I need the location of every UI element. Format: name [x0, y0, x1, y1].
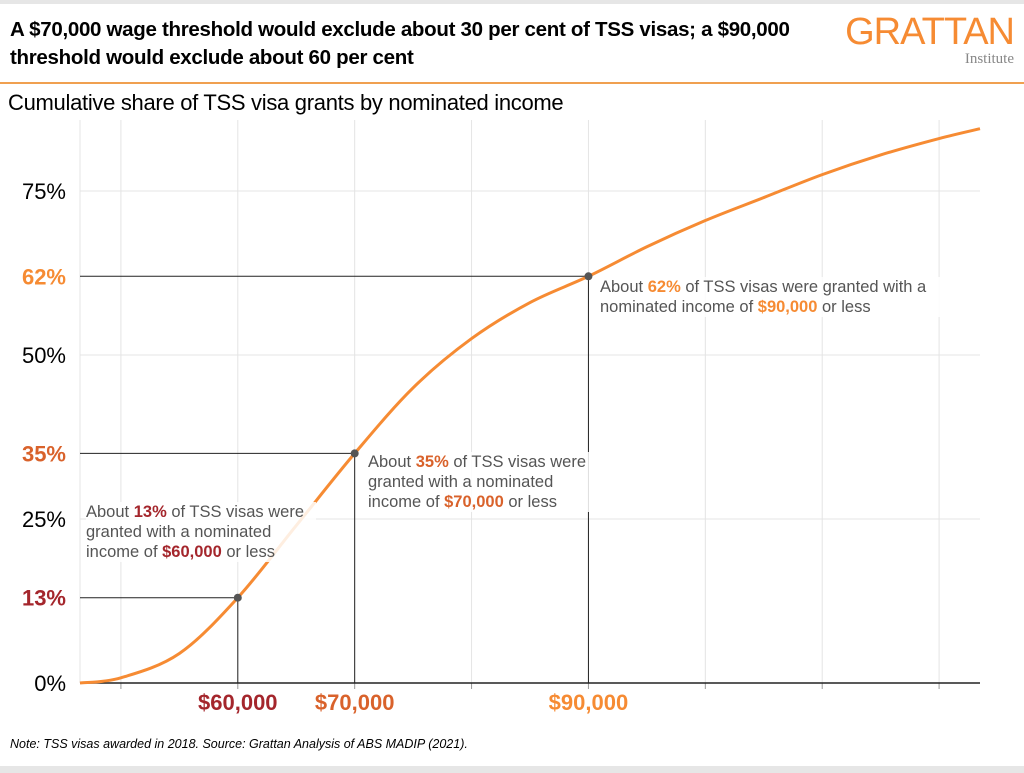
- chart-subtitle: Cumulative share of TSS visa grants by n…: [8, 90, 564, 115]
- y-tick-label: 0%: [34, 671, 66, 696]
- y-tick-label: 50%: [22, 343, 66, 368]
- highlight-point: [584, 272, 593, 281]
- grattan-logo: GRATTAN Institute: [845, 11, 1015, 67]
- y-tick-label: 13%: [22, 586, 66, 611]
- x-tick-label: $70,000: [315, 690, 395, 715]
- chart-headline: A $70,000 wage threshold would exclude a…: [10, 18, 790, 69]
- logo-subtext: Institute: [964, 51, 1014, 67]
- logo-wordmark: GRATTAN: [845, 11, 1015, 53]
- annotation-60k: About 13% of TSS visas were granted with…: [86, 502, 316, 562]
- x-tick-label: $60,000: [198, 690, 278, 715]
- highlight-point: [233, 593, 242, 602]
- y-tick-label: 25%: [22, 507, 66, 532]
- source-note: Note: TSS visas awarded in 2018. Source:…: [10, 737, 468, 751]
- y-tick-label: 75%: [22, 179, 66, 204]
- header-rule: [0, 82, 1024, 84]
- y-tick-label: 62%: [22, 264, 66, 289]
- chart-card: A $70,000 wage threshold would exclude a…: [0, 4, 1024, 766]
- annotation-90k: About 62% of TSS visas were granted with…: [600, 277, 950, 317]
- highlight-point: [350, 449, 359, 458]
- series-line-cumulative-share: [79, 127, 981, 685]
- y-tick-label: 35%: [22, 441, 66, 466]
- annotation-70k: About 35% of TSS visas were granted with…: [368, 452, 598, 512]
- x-tick-label: $90,000: [549, 690, 629, 715]
